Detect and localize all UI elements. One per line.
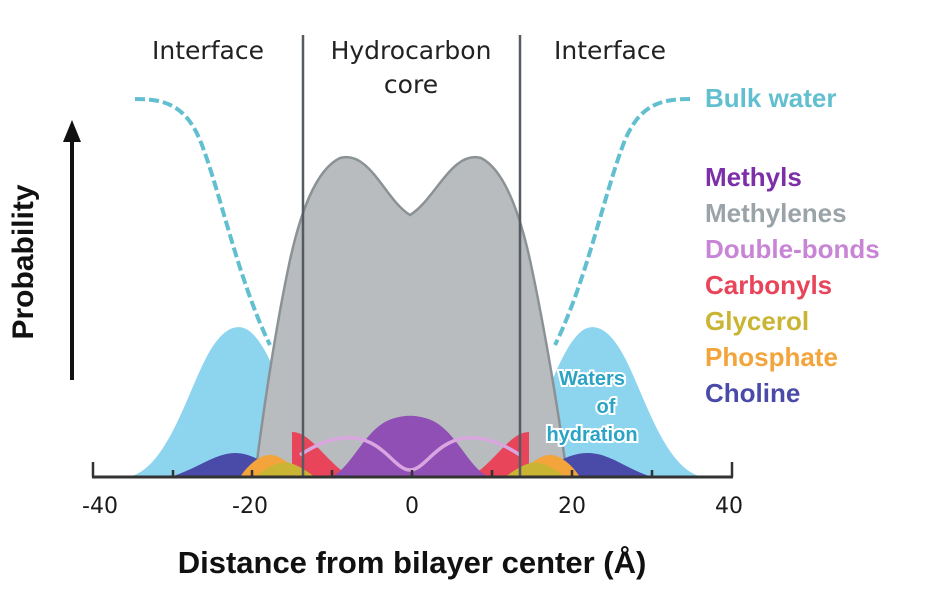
x-axis-title: Distance from bilayer center (Å) bbox=[178, 545, 647, 580]
y-axis-arrow-head bbox=[63, 120, 81, 142]
right-interface-label: Interface bbox=[554, 36, 666, 65]
hydration-label-line: Waters bbox=[559, 368, 625, 390]
hydration-label: Waters of hydration bbox=[544, 366, 639, 448]
x-tick-label: -40 bbox=[82, 494, 118, 519]
double-bonds-curve bbox=[299, 435, 521, 472]
bulk-water-left bbox=[134, 97, 272, 346]
x-tick-label: 40 bbox=[715, 494, 743, 519]
legend-item-phosphate: Phosphate bbox=[705, 342, 838, 372]
hydration-label-line: hydration bbox=[546, 424, 637, 446]
legend-item-methyls: Methyls bbox=[705, 162, 802, 192]
y-axis-label: Probability bbox=[7, 184, 40, 339]
x-tick-label: 20 bbox=[558, 494, 586, 519]
core-label-line1: Hydrocarbon bbox=[331, 36, 492, 65]
legend-item-carbonyls: Carbonyls bbox=[705, 270, 832, 300]
legend: Methyls Methylenes Double-bonds Carbonyl… bbox=[705, 162, 880, 408]
x-tick-label: 0 bbox=[405, 494, 419, 519]
carbonyls-right bbox=[469, 432, 529, 477]
x-tick-label: -20 bbox=[232, 494, 268, 519]
legend-item-glycerol: Glycerol bbox=[705, 306, 809, 336]
carbonyls-left bbox=[292, 432, 352, 477]
methylenes-distribution bbox=[253, 155, 569, 479]
methyls-distribution bbox=[330, 415, 490, 477]
x-axis-ticks bbox=[91, 462, 734, 477]
bulk-water-label: Bulk water bbox=[705, 83, 837, 113]
legend-item-double-bonds: Double-bonds bbox=[705, 234, 880, 264]
bulk-water-right bbox=[553, 97, 691, 346]
hydration-label-line: of bbox=[597, 396, 616, 418]
legend-item-methylenes: Methylenes bbox=[705, 198, 847, 228]
core-label-line2: core bbox=[384, 70, 438, 99]
legend-item-choline: Choline bbox=[705, 378, 800, 408]
glycerol-left bbox=[255, 462, 315, 477]
left-interface-label: Interface bbox=[152, 36, 264, 65]
